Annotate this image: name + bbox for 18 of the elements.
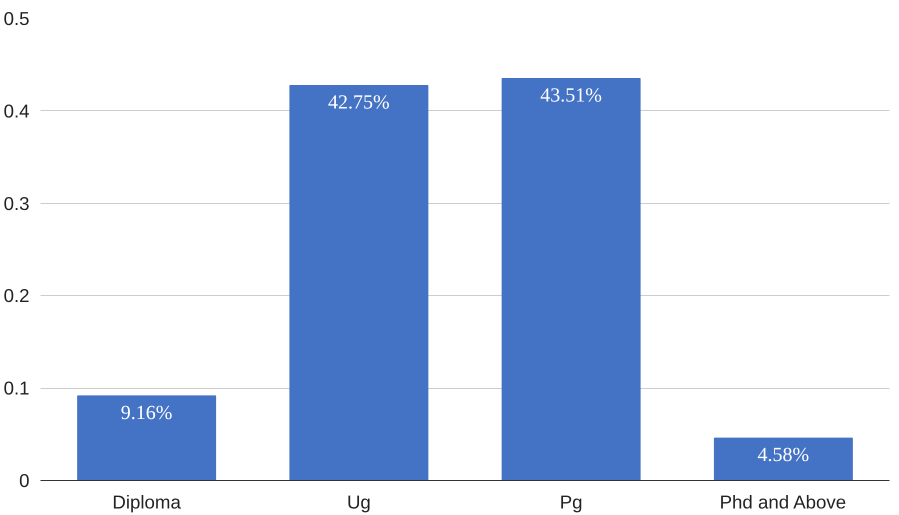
y-tick-label: 0 — [19, 470, 30, 491]
y-tick-label: 0.5 — [4, 8, 30, 29]
x-tick-label: Phd and Above — [720, 492, 846, 512]
data-label: 42.75% — [328, 91, 390, 114]
bar — [289, 84, 428, 480]
bar — [77, 395, 216, 480]
x-tick-label: Ug — [346, 492, 371, 512]
y-tick-label: 0.2 — [4, 285, 30, 306]
bar — [502, 78, 641, 480]
x-tick-label: Pg — [560, 492, 583, 512]
y-tick-label: 0.1 — [4, 378, 30, 399]
data-label: 4.58% — [758, 444, 810, 466]
bar — [714, 438, 853, 480]
y-tick-label: 0.3 — [4, 192, 30, 214]
data-label: 9.16% — [120, 402, 172, 424]
data-label: 43.51% — [540, 84, 602, 106]
y-tick-label: 0.4 — [4, 100, 30, 122]
x-tick-label: Diploma — [112, 492, 182, 512]
